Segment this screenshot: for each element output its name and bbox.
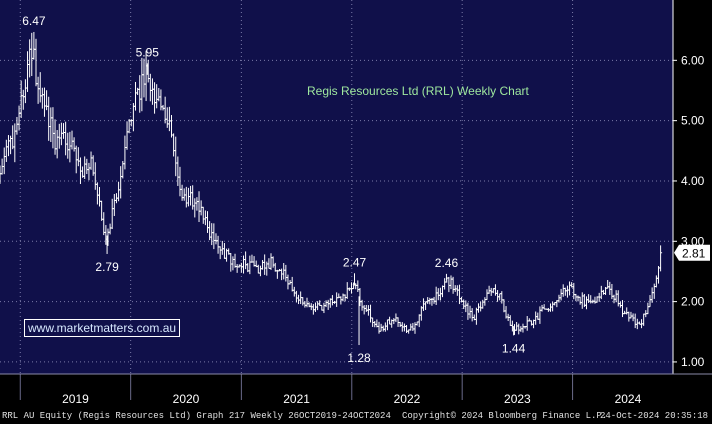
footer-copyright: Copyright© 2024 Bloomberg Finance L.P. xyxy=(402,411,608,421)
footer-timestamp: 24-Oct-2024 20:35:18 xyxy=(600,411,709,421)
y-tick-label: 2.00 xyxy=(681,295,705,309)
annotation-label: 5.95 xyxy=(136,45,160,59)
annotations: 6.47 2.79 5.95 2.47 1.28 2.46 1.44 xyxy=(22,14,525,365)
x-tick-label: 2023 xyxy=(504,392,531,406)
price-bars xyxy=(0,31,663,346)
price-chart: 6.472.795.952.471.282.461.44 1.002.003.0… xyxy=(0,0,712,410)
y-tick-label: 1.00 xyxy=(681,355,705,369)
last-price-value: 2.81 xyxy=(682,246,706,260)
chart-title: Regis Resources Ltd (RRL) Weekly Chart xyxy=(307,84,530,98)
last-price-tag: 2.81 xyxy=(674,244,710,261)
annotation-label: 1.28 xyxy=(347,351,371,365)
footer-bar: RRL AU Equity (Regis Resources Ltd) Grap… xyxy=(0,410,712,424)
watermark-url: www.marketmatters.com.au xyxy=(24,319,181,337)
annotation-label: 1.44 xyxy=(502,341,526,355)
x-tick-label: 2024 xyxy=(615,392,642,406)
date-axis-background xyxy=(0,374,712,410)
annotation-label: 2.47 xyxy=(343,255,367,269)
annotation-label: 2.79 xyxy=(95,260,119,274)
axis-background xyxy=(673,0,712,374)
x-tick-label: 2021 xyxy=(283,392,310,406)
annotation-label: 2.46 xyxy=(435,256,459,270)
footer-security: RRL AU Equity (Regis Resources Ltd) Grap… xyxy=(2,411,391,421)
x-tick-label: 2020 xyxy=(173,392,200,406)
annotation-label: 6.47 xyxy=(22,14,46,28)
y-tick-label: 5.00 xyxy=(681,114,705,128)
x-tick-label: 2019 xyxy=(62,392,89,406)
price-bar xyxy=(659,245,663,272)
y-tick-label: 4.00 xyxy=(681,174,705,188)
x-tick-label: 2022 xyxy=(394,392,421,406)
y-tick-label: 6.00 xyxy=(681,53,705,67)
plot-background xyxy=(0,0,673,374)
